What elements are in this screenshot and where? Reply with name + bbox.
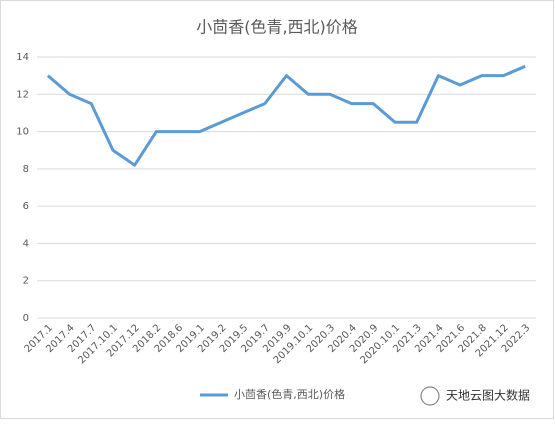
y-tick-label: 12 — [16, 89, 29, 100]
watermark: 天地云图大数据 — [420, 386, 530, 406]
watermark-text: 天地云图大数据 — [446, 388, 530, 403]
data-line — [46, 64, 526, 167]
y-tick-label: 14 — [16, 52, 29, 63]
watermark-icon — [420, 386, 440, 406]
chart-title: 小茴香(色青,西北)价格 — [196, 18, 358, 37]
y-tick-label: 10 — [16, 127, 29, 138]
y-tick-label: 6 — [23, 201, 29, 212]
y-tick-label: 2 — [23, 276, 29, 287]
y-tick-label: 0 — [23, 313, 29, 324]
y-tick-label: 4 — [23, 238, 29, 249]
legend-label: 小茴香(色青,西北)价格 — [234, 387, 345, 401]
y-tick-label: 8 — [23, 164, 29, 175]
